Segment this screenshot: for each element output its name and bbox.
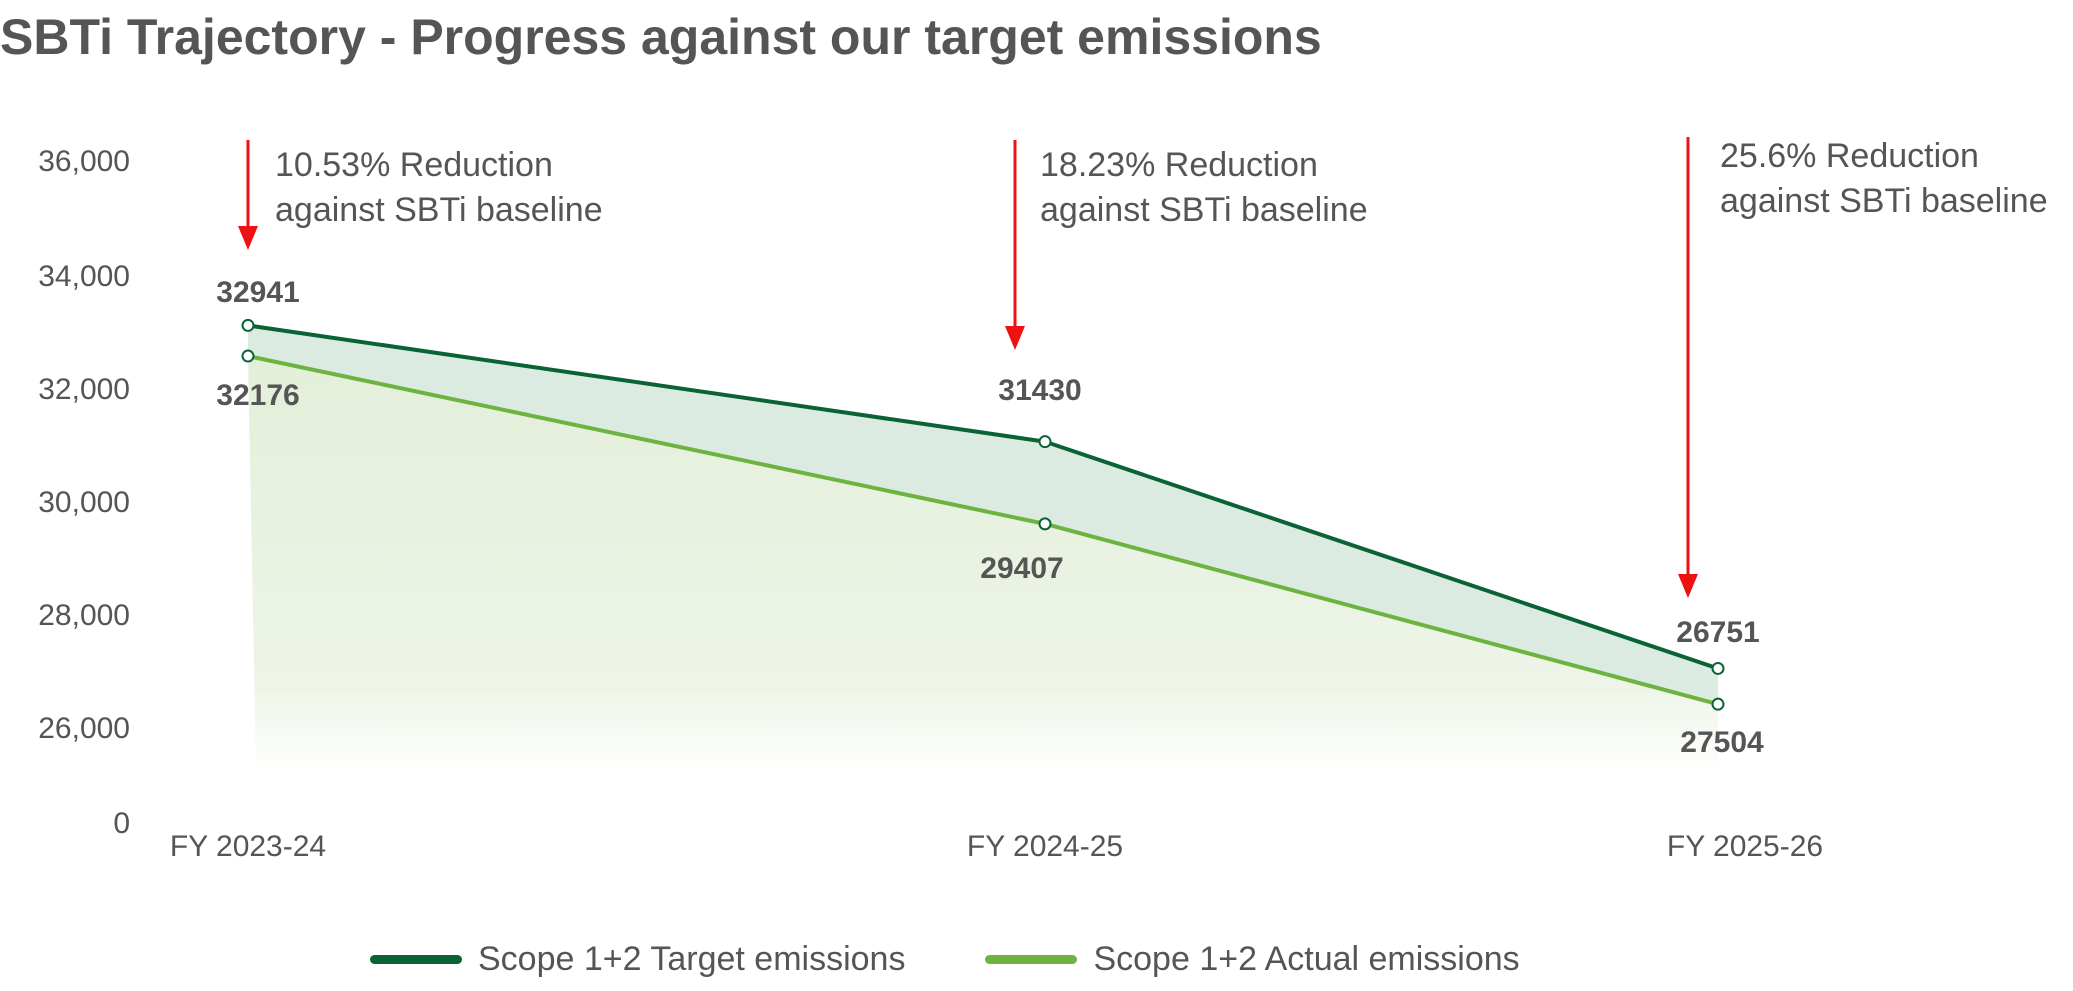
target-actual-band bbox=[248, 325, 1718, 705]
series-lines: 32941 31430 26751 32176 29407 27504 bbox=[216, 276, 1764, 759]
x-tick-label: FY 2025-26 bbox=[1667, 830, 1823, 863]
reduction-annotations: 10.53% Reduction against SBTi baseline 18.… bbox=[238, 137, 2048, 598]
annotation-line-1: 18.23% Reduction bbox=[1040, 146, 1318, 184]
legend-label-target: Scope 1+2 Target emissions bbox=[478, 940, 906, 978]
annotation-line-2: against SBTi baseline bbox=[275, 191, 603, 229]
actual-point bbox=[1711, 697, 1725, 711]
actual-area bbox=[248, 356, 1718, 773]
legend-swatch-target bbox=[370, 955, 462, 964]
actual-point bbox=[1038, 517, 1052, 531]
y-tick-label: 28,000 bbox=[38, 599, 130, 632]
target-point bbox=[1038, 435, 1052, 449]
legend: Scope 1+2 Target emissions Scope 1+2 Act… bbox=[370, 940, 1520, 979]
target-data-label: 26751 bbox=[1676, 616, 1759, 649]
actual-data-label: 27504 bbox=[1680, 726, 1764, 759]
y-tick-label: 32,000 bbox=[38, 373, 130, 406]
annotation-line-2: against SBTi baseline bbox=[1720, 182, 2048, 220]
x-tick-label: FY 2023-24 bbox=[170, 830, 326, 863]
y-tick-label: 0 bbox=[113, 807, 130, 840]
annotation-line-2: against SBTi baseline bbox=[1040, 191, 1368, 229]
band-area bbox=[248, 325, 1718, 705]
actual-area-fill bbox=[248, 356, 1718, 773]
legend-item-actual[interactable]: Scope 1+2 Actual emissions bbox=[985, 940, 1520, 979]
target-data-label: 31430 bbox=[998, 374, 1081, 407]
actual-data-label: 29407 bbox=[980, 552, 1063, 585]
target-data-label: 32941 bbox=[216, 276, 299, 309]
x-axis: FY 2023-24 FY 2024-25 FY 2025-26 bbox=[170, 830, 1823, 863]
y-tick-label: 26,000 bbox=[38, 712, 130, 745]
y-tick-label: 34,000 bbox=[38, 260, 130, 293]
page-title: SBTi Trajectory - Progress against our t… bbox=[0, 9, 1322, 65]
annotation-arrow-head bbox=[1005, 326, 1025, 350]
y-tick-label: 36,000 bbox=[38, 145, 130, 178]
annotation-arrow-head bbox=[238, 226, 258, 250]
legend-item-target[interactable]: Scope 1+2 Target emissions bbox=[370, 940, 905, 979]
target-point bbox=[241, 318, 255, 332]
annotation-line-1: 25.6% Reduction bbox=[1720, 137, 1979, 175]
y-tick-label: 30,000 bbox=[38, 486, 130, 519]
target-point bbox=[1711, 661, 1725, 675]
actual-data-label: 32176 bbox=[216, 379, 299, 412]
x-tick-label: FY 2024-25 bbox=[967, 830, 1123, 863]
actual-point bbox=[241, 349, 255, 363]
annotation-line-1: 10.53% Reduction bbox=[275, 146, 553, 184]
annotation-arrow-head bbox=[1678, 574, 1698, 598]
y-axis: 0 26,000 28,000 30,000 32,000 34,000 36,000 bbox=[38, 145, 130, 840]
legend-label-actual: Scope 1+2 Actual emissions bbox=[1093, 940, 1520, 978]
legend-swatch-actual bbox=[985, 955, 1078, 964]
